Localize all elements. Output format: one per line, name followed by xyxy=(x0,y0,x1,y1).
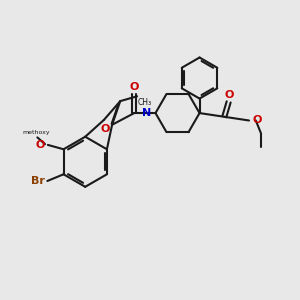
Text: N: N xyxy=(142,108,151,118)
Text: O: O xyxy=(130,82,139,92)
Text: O: O xyxy=(36,140,45,150)
Text: methoxy: methoxy xyxy=(22,130,50,135)
Text: Br: Br xyxy=(31,176,44,186)
Text: O: O xyxy=(225,90,234,100)
Text: O: O xyxy=(253,116,262,125)
Text: O: O xyxy=(100,124,110,134)
Text: CH₃: CH₃ xyxy=(138,98,152,107)
